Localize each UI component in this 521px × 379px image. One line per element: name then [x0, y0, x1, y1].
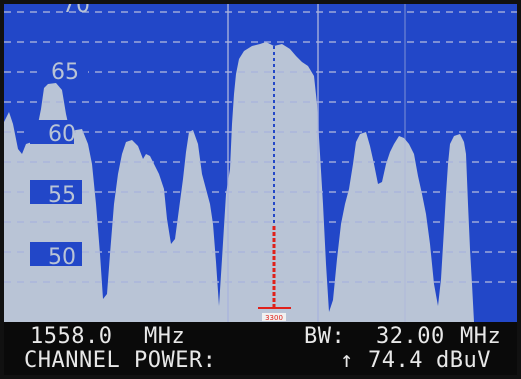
bandwidth-unit: MHz	[460, 324, 502, 349]
y-label-box	[30, 242, 82, 266]
vertical-gridlines	[227, 4, 406, 322]
spectrum-display: 70 65 60 55 50 3300	[4, 4, 517, 322]
channel-power-value: 74.4	[368, 348, 423, 373]
bandwidth-label: BW:	[304, 324, 346, 349]
bandwidth-value: 32.00	[376, 324, 445, 349]
marker-tag	[262, 313, 286, 321]
y-label-55: 55	[48, 183, 76, 208]
up-arrow-icon: ↑	[340, 348, 354, 373]
y-label-box	[30, 120, 74, 144]
y-label-box	[42, 59, 88, 83]
status-bar: 1558.0 MHz BW: 32.00 MHz CHANNEL POWER: …	[4, 322, 517, 375]
channel-power-label: CHANNEL POWER:	[24, 348, 217, 373]
y-label-60: 60	[48, 122, 76, 147]
channel-marker: 3300	[258, 226, 291, 322]
channel-power-unit: dBuV	[436, 348, 491, 373]
frequency-value: 1558.0	[30, 324, 113, 349]
y-label-box	[30, 180, 82, 204]
y-label-65: 65	[51, 60, 79, 85]
frequency-unit: MHz	[144, 324, 186, 349]
y-label-50: 50	[48, 245, 76, 270]
marker-tag-label: 3300	[265, 314, 283, 322]
y-label-70: 70	[62, 4, 90, 18]
